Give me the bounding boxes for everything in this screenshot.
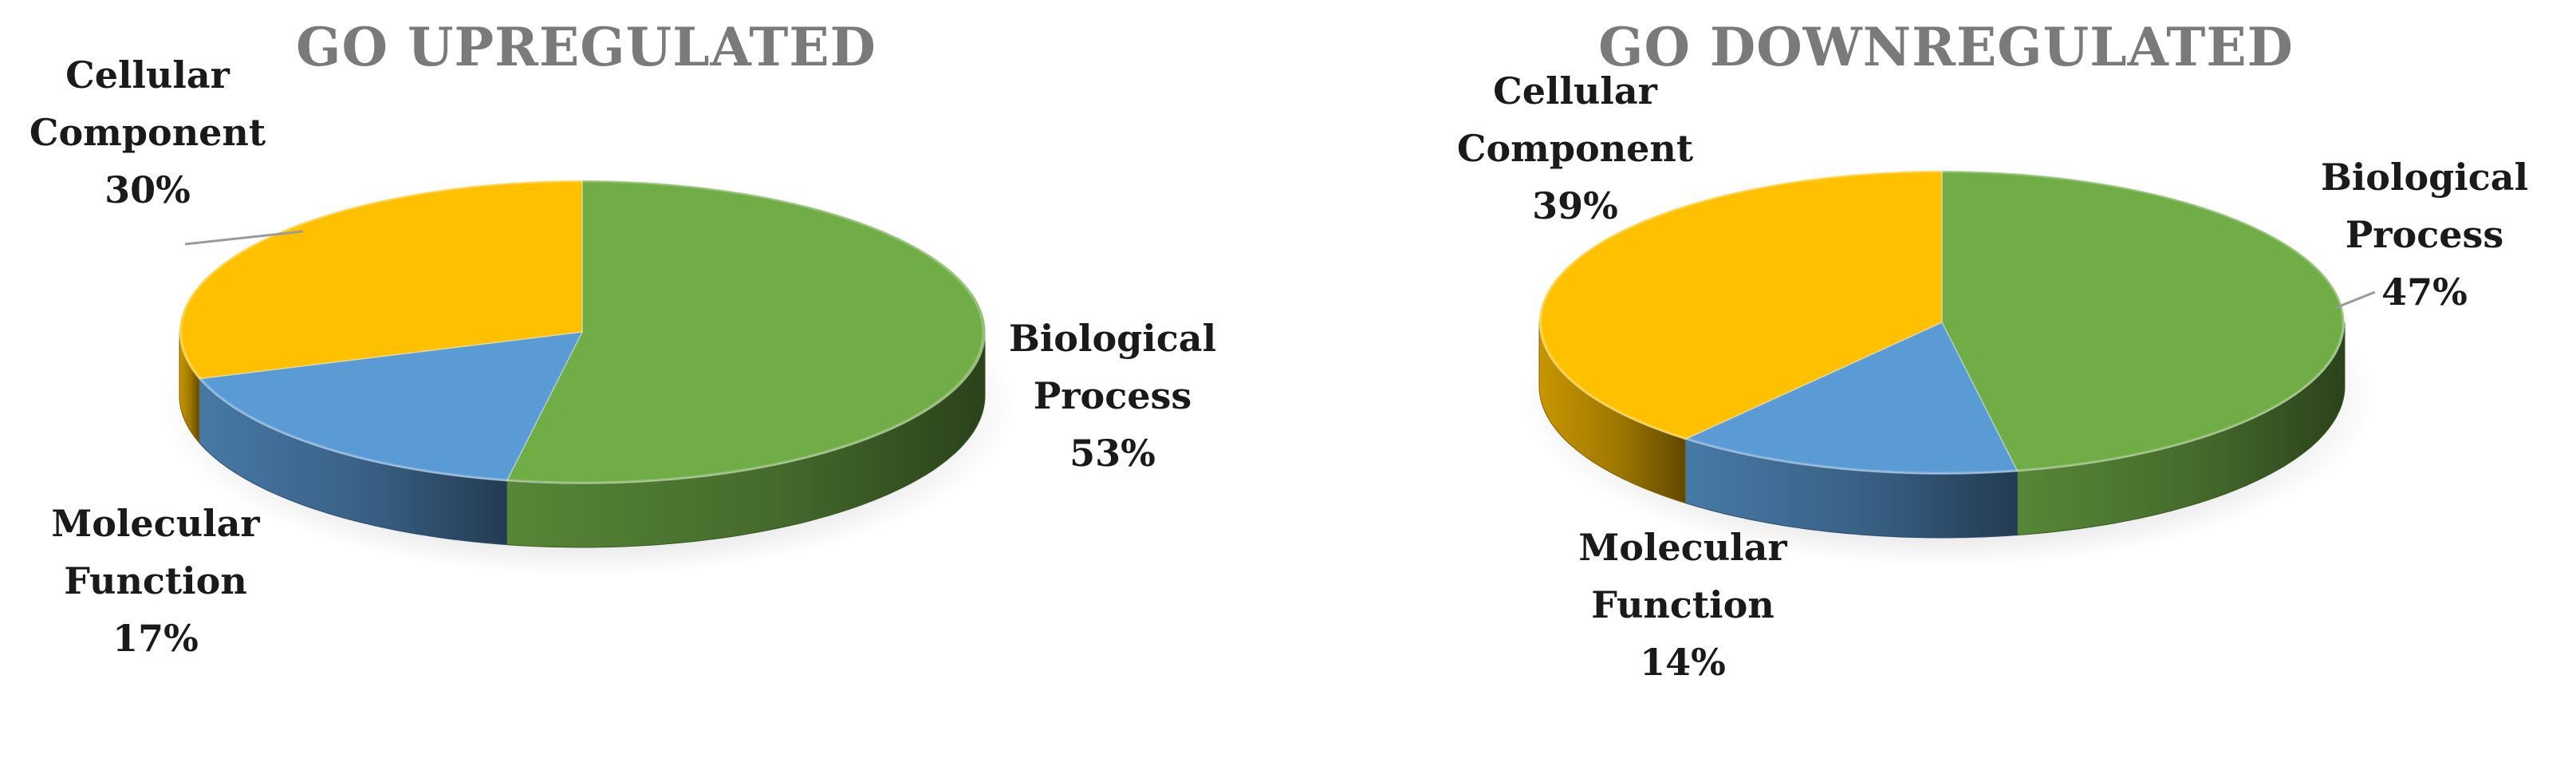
pie-rim <box>1539 170 2345 475</box>
pie-sides <box>1538 322 2346 539</box>
pie-rim <box>179 180 985 484</box>
data-label-cellular-component: Cellular Component 39% <box>1457 69 1694 227</box>
label-percent: 39% <box>1532 184 1618 227</box>
pie-chart-2: GO DOWNREGULATED Biological Process 47% Mole… <box>1457 16 2528 684</box>
label-percent: 14% <box>1640 641 1726 684</box>
label-text: Process <box>1034 374 1192 417</box>
pie-slice-biological-process <box>1941 170 2346 472</box>
data-label-molecular-function: Molecular Function 17% <box>51 502 260 660</box>
pie-chart-1: GO UPREGULATED Biological Process 53% Molecu… <box>30 16 1216 660</box>
data-label-molecular-function: Molecular Function 14% <box>1578 526 1787 684</box>
label-text: Cellular <box>65 53 230 97</box>
label-percent: 53% <box>1069 432 1156 475</box>
pie-slice-cellular-component <box>179 180 583 380</box>
label-text: Biological <box>2321 156 2528 199</box>
label-text: Molecular <box>1578 526 1787 569</box>
label-text: Component <box>30 111 266 154</box>
label-text: Biological <box>1009 317 1216 360</box>
label-text: Molecular <box>51 502 260 545</box>
pie-slice-molecular-function <box>198 331 584 482</box>
label-percent: 47% <box>2381 270 2468 314</box>
leader-line-biological-process <box>2334 290 2376 310</box>
pie-sides <box>179 331 986 548</box>
label-text: Function <box>64 559 247 602</box>
chart-title: GO DOWNREGULATED <box>1598 16 2294 78</box>
chart-title: GO UPREGULATED <box>296 16 876 78</box>
label-text: Process <box>2346 213 2504 256</box>
label-text: Component <box>1457 127 1694 170</box>
leader-line-cellular-component <box>184 230 304 246</box>
label-percent: 30% <box>104 168 191 211</box>
pie-slice-molecular-function <box>1683 322 2019 475</box>
pie-top <box>1538 170 2346 475</box>
label-percent: 17% <box>112 617 199 660</box>
pie-top <box>179 180 987 484</box>
data-label-cellular-component: Cellular Component 30% <box>30 53 266 211</box>
label-text: Function <box>1591 583 1774 626</box>
pie-slice-biological-process <box>506 180 987 484</box>
label-text: Cellular <box>1493 69 1658 113</box>
data-label-biological-process: Biological Process 53% <box>1009 317 1216 475</box>
data-label-biological-process: Biological Process 47% <box>2321 156 2528 314</box>
pie-slice-cellular-component <box>1538 170 1943 440</box>
pie-side-cellular-component <box>179 332 200 444</box>
